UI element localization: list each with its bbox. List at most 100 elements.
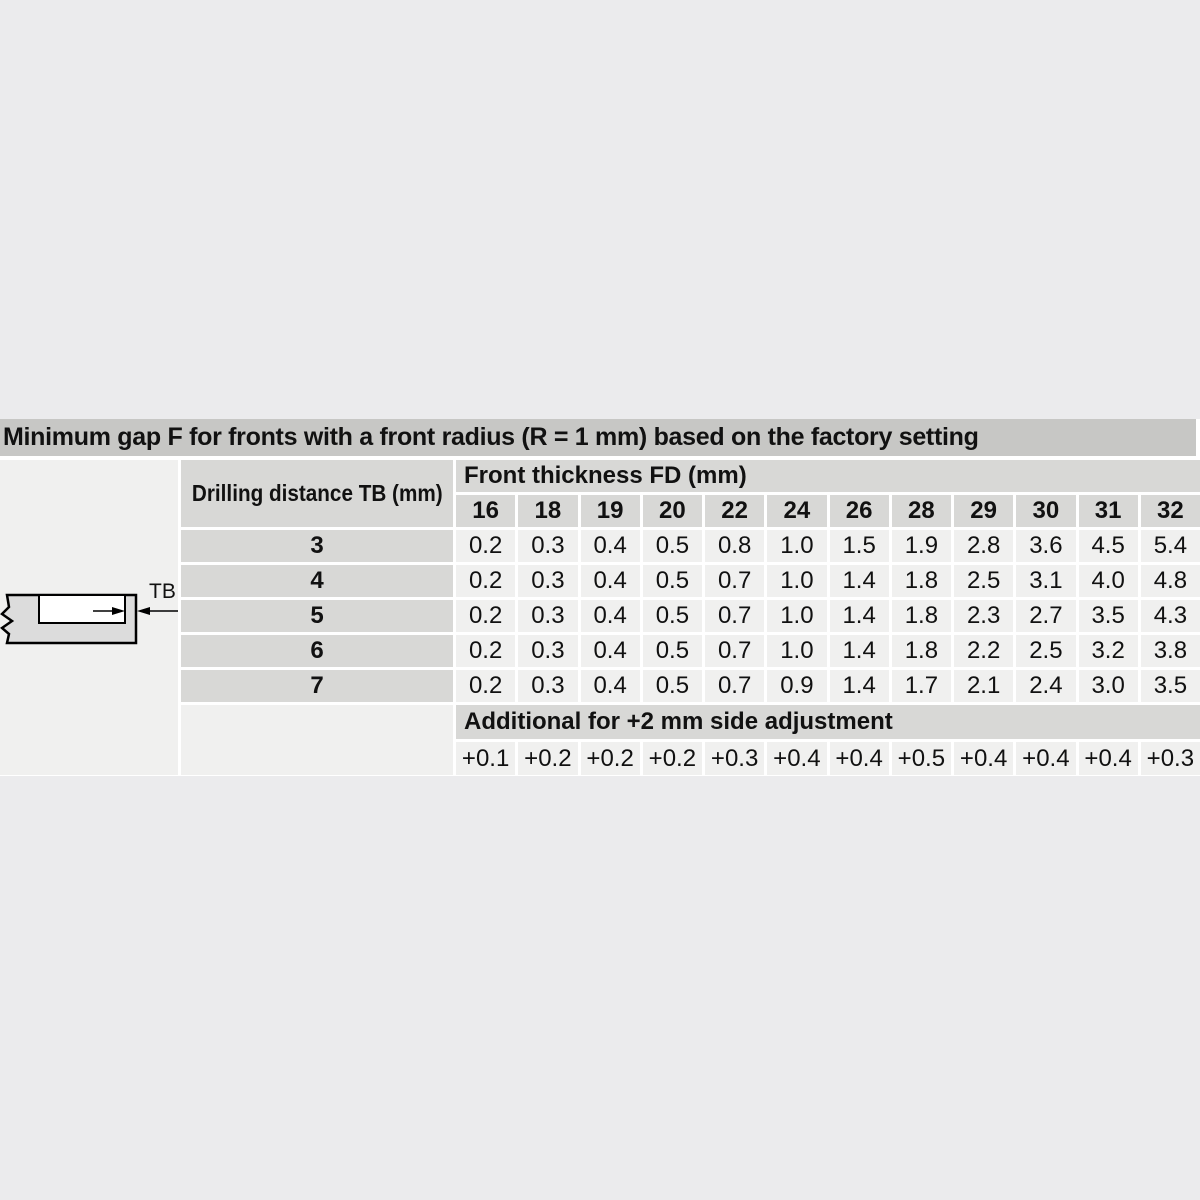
col-header-24: 24 bbox=[767, 495, 827, 527]
hinge-cup-hole bbox=[38, 594, 126, 624]
drilling-distance-diagram: TB bbox=[0, 582, 178, 645]
gap-value: 0.4 bbox=[580, 670, 640, 702]
adjustment-value: +0.5 bbox=[891, 742, 951, 775]
gap-value: 0.7 bbox=[705, 670, 765, 702]
gap-value: 1.0 bbox=[767, 600, 827, 632]
gap-value: 3.2 bbox=[1078, 635, 1138, 667]
adjustment-value: +0.4 bbox=[954, 742, 1014, 775]
page-title: Minimum gap F for fronts with a front ra… bbox=[0, 419, 1196, 456]
tb-diagram-cell: TB bbox=[0, 460, 178, 775]
col-header-20: 20 bbox=[642, 495, 702, 527]
gap-value: 1.4 bbox=[829, 635, 889, 667]
adjustment-value: +0.1 bbox=[456, 742, 516, 775]
adjustment-value: +0.2 bbox=[580, 742, 640, 775]
empty-cell bbox=[181, 705, 453, 775]
adjustment-value: +0.3 bbox=[705, 742, 765, 775]
gap-value: 1.5 bbox=[829, 530, 889, 562]
gap-value: 2.2 bbox=[954, 635, 1014, 667]
gap-value: 0.5 bbox=[642, 670, 702, 702]
row-label-tb-4: 4 bbox=[181, 565, 453, 597]
gap-value: 1.4 bbox=[829, 600, 889, 632]
gap-value: 1.0 bbox=[767, 565, 827, 597]
gap-value: 1.0 bbox=[767, 635, 827, 667]
gap-value: 4.5 bbox=[1078, 530, 1138, 562]
row-header-label: Drilling distance TB (mm) bbox=[191, 480, 443, 506]
gap-value: 2.7 bbox=[1016, 600, 1076, 632]
gap-value: 4.8 bbox=[1140, 565, 1200, 597]
gap-value: 2.1 bbox=[954, 670, 1014, 702]
gap-value: 0.3 bbox=[518, 670, 578, 702]
gap-value: 3.5 bbox=[1140, 670, 1200, 702]
gap-value: 3.6 bbox=[1016, 530, 1076, 562]
gap-value: 3.1 bbox=[1016, 565, 1076, 597]
col-header-31: 31 bbox=[1078, 495, 1138, 527]
col-header-22: 22 bbox=[705, 495, 765, 527]
col-header-19: 19 bbox=[580, 495, 640, 527]
gap-value: 0.2 bbox=[456, 670, 516, 702]
gap-value: 0.5 bbox=[642, 600, 702, 632]
gap-value: 2.8 bbox=[954, 530, 1014, 562]
gap-value: 0.4 bbox=[580, 530, 640, 562]
col-header-32: 32 bbox=[1140, 495, 1200, 527]
col-group-front-thickness: Front thickness FD (mm) bbox=[456, 460, 1200, 492]
gap-value: 1.4 bbox=[829, 565, 889, 597]
gap-value: 3.5 bbox=[1078, 600, 1138, 632]
gap-value: 1.9 bbox=[891, 530, 951, 562]
tb-arrow-right-icon bbox=[112, 607, 125, 615]
gap-value: 0.3 bbox=[518, 565, 578, 597]
gap-table: TB Drilling distance TB (mm) Front thick… bbox=[0, 460, 1200, 775]
row-label-tb-7: 7 bbox=[181, 670, 453, 702]
gap-value: 3.0 bbox=[1078, 670, 1138, 702]
gap-value: 0.7 bbox=[705, 635, 765, 667]
gap-value: 0.2 bbox=[456, 635, 516, 667]
gap-value: 1.4 bbox=[829, 670, 889, 702]
gap-value: 0.2 bbox=[456, 530, 516, 562]
gap-value: 1.0 bbox=[767, 530, 827, 562]
gap-value: 5.4 bbox=[1140, 530, 1200, 562]
gap-value: 0.7 bbox=[705, 600, 765, 632]
gap-value: 0.5 bbox=[642, 530, 702, 562]
gap-value: 0.4 bbox=[580, 565, 640, 597]
gap-value: 0.3 bbox=[518, 530, 578, 562]
gap-value: 0.5 bbox=[642, 565, 702, 597]
gap-value: 3.8 bbox=[1140, 635, 1200, 667]
gap-value: 4.0 bbox=[1078, 565, 1138, 597]
gap-value: 0.8 bbox=[705, 530, 765, 562]
gap-value: 2.4 bbox=[1016, 670, 1076, 702]
row-label-tb-3: 3 bbox=[181, 530, 453, 562]
gap-value: 1.8 bbox=[891, 635, 951, 667]
gap-value: 4.3 bbox=[1140, 600, 1200, 632]
gap-value: 0.2 bbox=[456, 565, 516, 597]
gap-value: 0.7 bbox=[705, 565, 765, 597]
gap-value: 2.3 bbox=[954, 600, 1014, 632]
gap-value: 0.2 bbox=[456, 600, 516, 632]
adjustment-value: +0.4 bbox=[1078, 742, 1138, 775]
gap-value: 0.3 bbox=[518, 600, 578, 632]
gap-value: 1.8 bbox=[891, 565, 951, 597]
adjustment-value: +0.4 bbox=[767, 742, 827, 775]
gap-value: 0.4 bbox=[580, 635, 640, 667]
gap-value: 0.3 bbox=[518, 635, 578, 667]
tb-arrow-left-icon bbox=[137, 607, 150, 615]
gap-value: 1.8 bbox=[891, 600, 951, 632]
col-header-26: 26 bbox=[829, 495, 889, 527]
adjustment-value: +0.4 bbox=[829, 742, 889, 775]
gap-value: 1.7 bbox=[891, 670, 951, 702]
gap-value: 2.5 bbox=[1016, 635, 1076, 667]
gap-value: 2.5 bbox=[954, 565, 1014, 597]
col-header-16: 16 bbox=[456, 495, 516, 527]
adjustment-value: +0.4 bbox=[1016, 742, 1076, 775]
row-label-tb-6: 6 bbox=[181, 635, 453, 667]
col-header-29: 29 bbox=[954, 495, 1014, 527]
adjustment-value: +0.2 bbox=[642, 742, 702, 775]
col-header-28: 28 bbox=[891, 495, 951, 527]
tb-dimension-label: TB bbox=[149, 582, 176, 603]
adjustment-value: +0.3 bbox=[1140, 742, 1200, 775]
col-header-30: 30 bbox=[1016, 495, 1076, 527]
adjustment-value: +0.2 bbox=[518, 742, 578, 775]
row-header-drilling-distance: Drilling distance TB (mm) bbox=[181, 460, 453, 527]
row-label-tb-5: 5 bbox=[181, 600, 453, 632]
col-header-18: 18 bbox=[518, 495, 578, 527]
gap-value: 0.5 bbox=[642, 635, 702, 667]
gap-value: 0.9 bbox=[767, 670, 827, 702]
